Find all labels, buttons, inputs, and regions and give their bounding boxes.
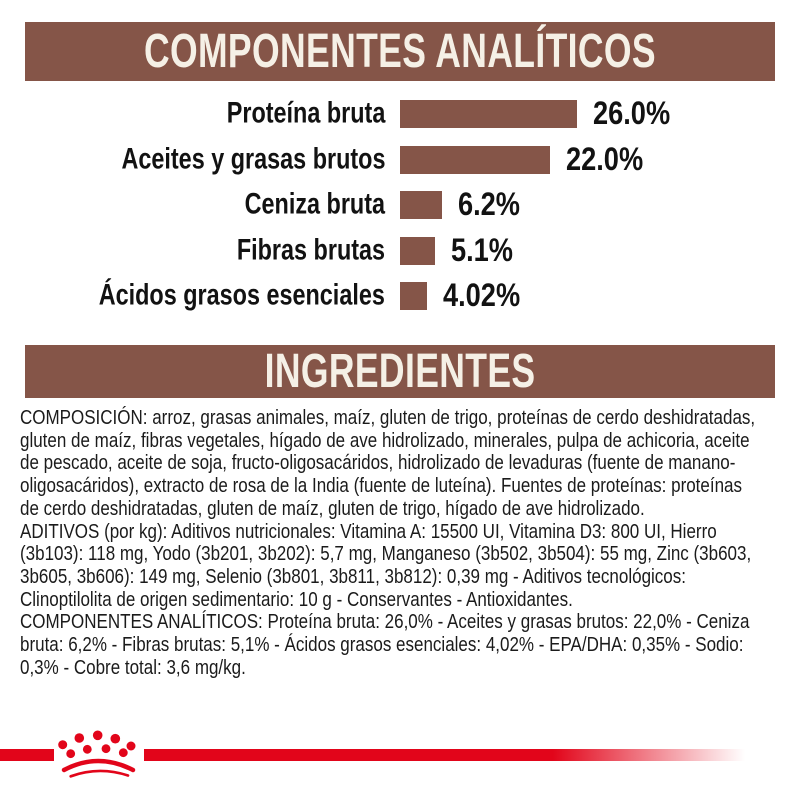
ingredients-text-line: ADITIVOS (por kg): Aditivos nutricionale… [20, 520, 717, 543]
chart-row-label: Aceites y grasas brutos [120, 142, 385, 176]
ingredientes-header: INGREDIENTES [25, 345, 775, 398]
chart-row-label: Ceniza bruta [244, 187, 385, 221]
componentes-analiticos-title: COMPONENTES ANALÍTICOS [143, 25, 657, 78]
chart-row-value: 4.02% [443, 276, 521, 313]
royal-canin-crown-icon [58, 730, 136, 778]
ingredients-text-line: de pescado, aceite de soja, fructo-oligo… [20, 452, 736, 475]
chart-row-label: Ácidos grasos esenciales [98, 278, 385, 312]
ingredients-text-line: oligosacáridos), extracto de rosa de la … [20, 475, 742, 498]
ingredients-text-line: de cerdo deshidratadas, gluten de maíz, … [20, 497, 645, 520]
ingredients-text-line: (3b103): 118 mg, Yodo (3b201, 3b202): 5,… [20, 543, 752, 566]
componentes-analiticos-header: COMPONENTES ANALÍTICOS [25, 22, 775, 81]
chart-row-bar [400, 191, 442, 219]
ingredients-text-line: bruta: 6,2% - Fibras brutas: 5,1% - Ácid… [20, 634, 744, 657]
chart-row: Ácidos grasos esenciales 4.02% [0, 277, 800, 313]
chart-row-value: 26.0% [593, 94, 671, 131]
chart-row-bar [400, 237, 435, 265]
ingredients-text-line: 0,3% - Cobre total: 3,6 mg/kg. [20, 656, 246, 679]
footer-red-line-right [144, 749, 745, 761]
chart-row: Proteína bruta 26.0% [0, 95, 800, 131]
chart-row-value: 5.1% [451, 231, 513, 268]
ingredients-text-line: COMPOSICIÓN: arroz, grasas animales, maí… [20, 407, 756, 429]
ingredients-text-line: Clinoptilolita de origen sedimentario: 1… [20, 588, 573, 611]
chart-row: Ceniza bruta 6.2% [0, 186, 800, 222]
chart-row: Aceites y grasas brutos 22.0% [0, 141, 800, 177]
chart-row-bar [400, 146, 550, 174]
footer-red-line-left [0, 749, 54, 761]
chart-row-value: 6.2% [458, 185, 520, 222]
ingredients-text-line: COMPONENTES ANALÍTICOS: Proteína bruta: … [20, 611, 750, 634]
ingredients-text-line: 3b605, 3b606): 149 mg, Selenio (3b801, 3… [20, 565, 686, 588]
chart-row-bar [400, 282, 427, 310]
ingredients-text-line: gluten de maíz, fibras vegetales, hígado… [20, 429, 750, 452]
ingredients-text: COMPOSICIÓN: arroz, grasas animales, maí… [20, 407, 780, 679]
chart-row: Fibras brutas 5.1% [0, 232, 800, 268]
ingredientes-title: INGREDIENTES [264, 345, 536, 398]
chart-row-bar [400, 100, 577, 128]
chart-row-label: Fibras brutas [236, 233, 385, 267]
chart-row-label: Proteína bruta [226, 96, 385, 130]
chart-row-value: 22.0% [566, 140, 644, 177]
